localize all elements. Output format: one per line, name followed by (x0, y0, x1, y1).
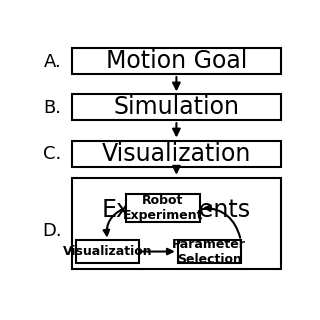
Text: Parameter
Selection: Parameter Selection (172, 237, 246, 266)
Bar (178, 240, 241, 263)
Text: Simulation: Simulation (113, 95, 239, 119)
Bar (72, 178, 281, 269)
Bar (76, 240, 139, 263)
Text: Visualization: Visualization (102, 141, 251, 165)
Text: Motion Goal: Motion Goal (106, 49, 247, 73)
Text: D.: D. (43, 221, 62, 240)
Bar (72, 48, 281, 74)
Bar (72, 141, 281, 166)
Text: Robot
Experiment: Robot Experiment (123, 194, 203, 222)
Text: Experiments: Experiments (102, 198, 251, 222)
Bar (125, 194, 200, 222)
Text: C.: C. (43, 145, 61, 163)
Text: B.: B. (44, 99, 61, 117)
Bar (72, 94, 281, 120)
Text: A.: A. (44, 53, 61, 71)
Text: Visualization: Visualization (63, 245, 152, 258)
